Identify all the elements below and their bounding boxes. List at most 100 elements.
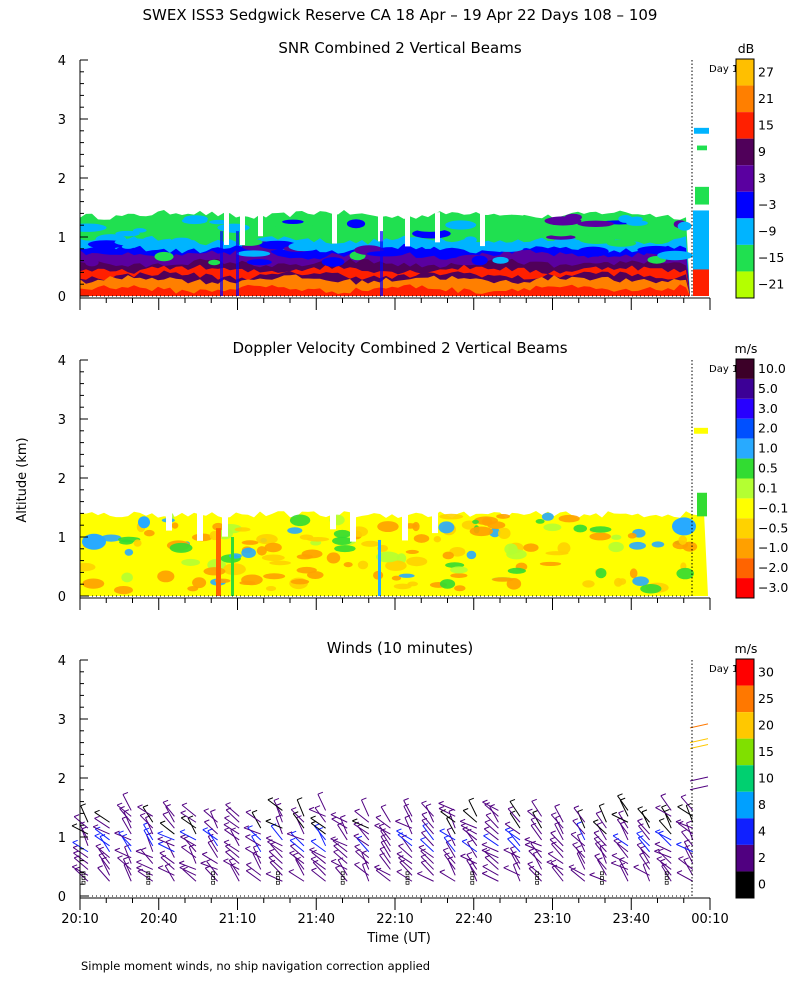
doppler-patch bbox=[450, 573, 468, 578]
wind-barb bbox=[295, 859, 305, 876]
wind-barb-flag bbox=[337, 857, 344, 861]
colorbar-label: 10 bbox=[758, 771, 774, 786]
wind-barb bbox=[225, 809, 240, 823]
wind-barb bbox=[312, 862, 326, 876]
wind-barb bbox=[309, 849, 326, 859]
wind-barb-flag bbox=[686, 820, 692, 824]
wind-barb-flag bbox=[179, 829, 186, 833]
wind-barb bbox=[460, 855, 478, 865]
y-tick-label: 2 bbox=[58, 472, 66, 487]
y-tick-label: 1 bbox=[58, 531, 66, 546]
wind-barb bbox=[438, 802, 456, 811]
wind-barb bbox=[610, 862, 629, 870]
wind-barb bbox=[94, 835, 110, 847]
wind-barb bbox=[289, 852, 305, 864]
doppler-patch bbox=[121, 572, 133, 583]
doppler-patch bbox=[406, 556, 428, 567]
snr-patch bbox=[606, 239, 637, 247]
wind-flag-box bbox=[211, 880, 215, 885]
wind-barb bbox=[439, 830, 456, 841]
doppler-patch bbox=[290, 579, 310, 585]
doppler-patch bbox=[241, 547, 256, 558]
wind-barb bbox=[251, 836, 262, 853]
colorbar-swatch bbox=[736, 271, 754, 298]
snr-patch bbox=[209, 219, 229, 225]
wind-barb bbox=[137, 870, 154, 882]
wind-barb-flag bbox=[577, 809, 583, 813]
wind-barb-flag bbox=[421, 830, 427, 834]
wind-barb-flag bbox=[504, 821, 511, 825]
wind-barb-flag bbox=[210, 809, 216, 813]
doppler-patch bbox=[223, 563, 246, 576]
wind-barb-flag bbox=[483, 833, 489, 837]
wind-barb bbox=[330, 814, 348, 823]
colorbar-swatch bbox=[736, 844, 754, 872]
wind-barb bbox=[483, 835, 499, 847]
doppler-panel: Doppler Velocity Combined 2 Vertical Bea… bbox=[58, 339, 788, 610]
snr-column bbox=[694, 127, 709, 134]
snr-patch bbox=[586, 256, 606, 264]
wind-barb-flag bbox=[462, 808, 469, 811]
snr-patch bbox=[321, 257, 345, 267]
wind-barb-flag bbox=[204, 819, 210, 823]
wind-flag-box bbox=[664, 880, 669, 885]
wind-barb bbox=[418, 846, 434, 859]
wind-barb bbox=[689, 785, 709, 791]
wind-barb bbox=[642, 864, 651, 882]
snr-patch bbox=[80, 223, 107, 232]
doppler-patch bbox=[82, 578, 105, 589]
wind-barb-flag bbox=[340, 814, 346, 818]
wind-barb bbox=[551, 866, 564, 882]
wind-barb-flag bbox=[572, 841, 578, 845]
doppler-patch bbox=[269, 560, 291, 566]
colorbar-label: 0 bbox=[758, 877, 766, 892]
wind-barb-flag bbox=[507, 836, 513, 840]
wind-barb-flag bbox=[460, 853, 466, 857]
wind-barb-flag bbox=[379, 823, 385, 827]
wind-barb-flag bbox=[355, 848, 361, 852]
doppler-patch bbox=[629, 541, 646, 550]
colorbar-swatch bbox=[736, 378, 754, 399]
colorbar-label: 3 bbox=[758, 171, 766, 186]
wind-barb bbox=[396, 830, 413, 841]
wind-barb-flag bbox=[420, 837, 426, 840]
snr-patch bbox=[419, 248, 439, 254]
wind-barb bbox=[482, 866, 499, 876]
doppler-streak bbox=[216, 528, 221, 596]
wind-barb bbox=[114, 849, 132, 859]
wind-flag-box bbox=[146, 876, 151, 880]
snr-day-marker: Day 1 bbox=[709, 64, 738, 75]
wind-barb-flag bbox=[247, 825, 253, 829]
wind-barb-flag bbox=[573, 805, 580, 809]
wind-barb-flag bbox=[484, 849, 491, 853]
snr-column bbox=[697, 145, 707, 151]
wind-barb bbox=[270, 843, 283, 858]
wind-barb-flag bbox=[223, 839, 230, 843]
wind-barb-flag bbox=[664, 808, 670, 812]
wind-barb bbox=[466, 860, 478, 876]
y-tick-label: 3 bbox=[58, 413, 66, 428]
wind-barb bbox=[613, 840, 629, 853]
wind-barb-flag bbox=[310, 815, 316, 819]
colorbar-label: 21 bbox=[758, 91, 774, 106]
colorbar-label: −0.5 bbox=[758, 520, 788, 535]
wind-barb bbox=[593, 838, 607, 853]
wind-flag-box bbox=[276, 871, 280, 876]
wind-barb bbox=[442, 849, 456, 864]
doppler-gap bbox=[197, 510, 203, 541]
wind-barb bbox=[204, 821, 218, 835]
wind-barb-flag bbox=[380, 804, 387, 808]
wind-barb bbox=[354, 846, 370, 859]
x-tick-label: 23:40 bbox=[613, 912, 650, 927]
doppler-column bbox=[697, 492, 707, 517]
colorbar-label: 0.5 bbox=[758, 461, 778, 476]
wind-barb-flag bbox=[484, 819, 491, 823]
wind-barb bbox=[290, 832, 305, 847]
wind-barb bbox=[290, 809, 305, 823]
y-tick-label: 4 bbox=[58, 54, 66, 69]
wind-barb bbox=[678, 858, 694, 870]
wind-barb-flag bbox=[589, 872, 595, 876]
doppler-patch bbox=[234, 527, 251, 532]
snr-streak bbox=[220, 231, 223, 296]
snr-patch bbox=[208, 259, 221, 266]
